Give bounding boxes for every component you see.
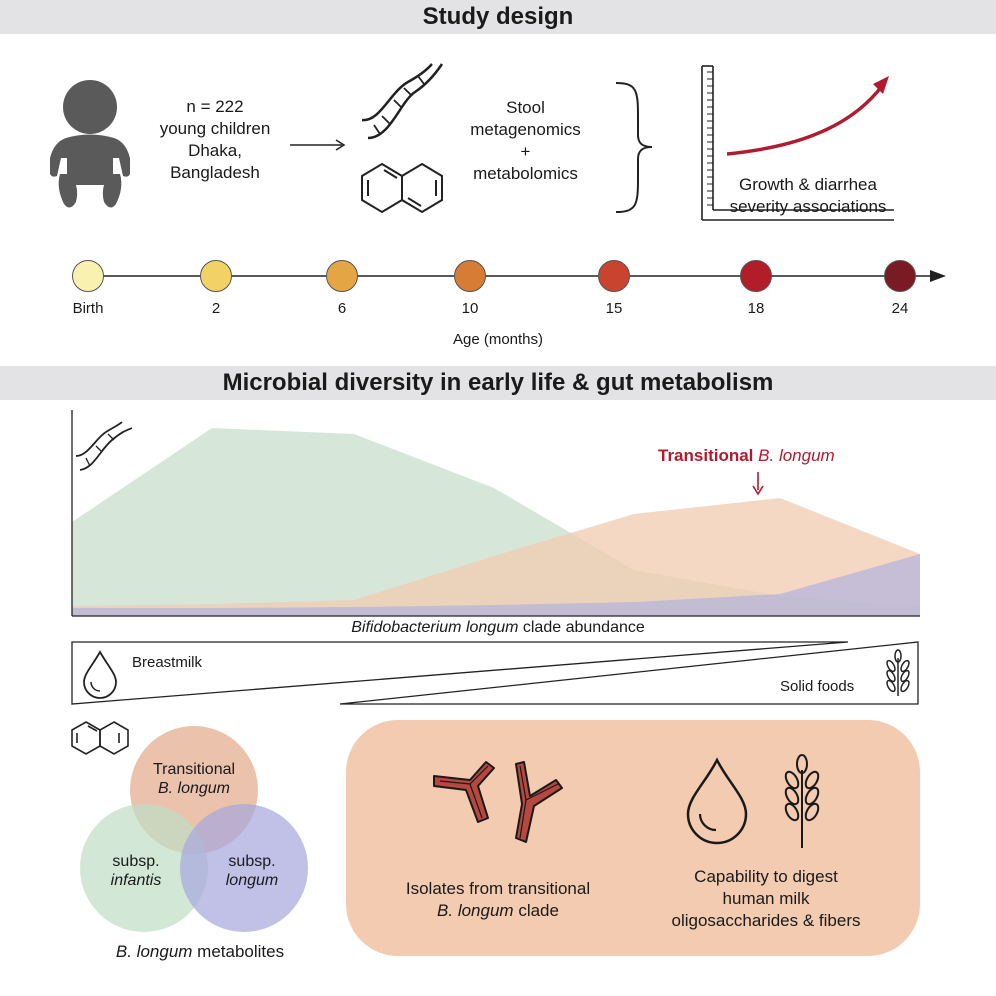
methods-description: Stool metagenomics + metabolomics xyxy=(458,97,593,185)
wheat-small-icon xyxy=(886,649,910,696)
infantis-area xyxy=(72,428,920,616)
timeline-point xyxy=(72,260,104,292)
venn-infantis-line-2: infantis xyxy=(110,872,162,889)
venn-transitional-line-1: Transitional xyxy=(152,761,236,778)
isolates-line-2: B. longum clade xyxy=(378,900,618,922)
venn-longum-line-1: subsp. xyxy=(228,853,276,870)
timeline-point xyxy=(200,260,232,292)
diversity-header: Microbial diversity in early life & gut … xyxy=(0,366,996,400)
timeline-point xyxy=(326,260,358,292)
diversity-title: Microbial diversity in early life & gut … xyxy=(222,369,774,396)
venn-caption-rest: metabolites xyxy=(197,942,285,961)
breastmilk-wedge xyxy=(71,641,849,705)
venn-diagram xyxy=(71,721,308,932)
transitional-annotation-bold: Transitional xyxy=(658,446,754,465)
isolates-line-1: Isolates from transitional xyxy=(405,879,591,898)
transitional-annotation: Transitional B. longum xyxy=(658,446,835,466)
milk-drop-small-icon xyxy=(83,650,117,699)
timeline-point xyxy=(454,260,486,292)
bacteria-icon xyxy=(433,761,563,843)
wheat-icon xyxy=(784,754,820,848)
cohort-line-1: n = 222 xyxy=(186,97,244,116)
solid-foods-label: Solid foods xyxy=(780,678,855,695)
capability-text: Capability to digest human milk oligosac… xyxy=(646,866,886,932)
cohort-line-2: young children xyxy=(159,119,271,138)
curly-brace-icon xyxy=(615,82,653,213)
capability-line-3: oligosaccharides & fibers xyxy=(671,911,861,930)
transitional-area xyxy=(72,498,920,616)
abundance-xlabel-italic: Bifidobacterium longum xyxy=(351,619,519,636)
solid-foods-wedge xyxy=(339,641,919,705)
timeline-point xyxy=(884,260,916,292)
outcomes-line-1: Growth & diarrhea xyxy=(739,175,877,194)
cohort-line-3: Dhaka, xyxy=(188,141,242,160)
timeline-tick-label: 2 xyxy=(211,300,221,317)
timeline-tick-label: 6 xyxy=(337,300,347,317)
isolates-text: Isolates from transitional B. longum cla… xyxy=(378,878,618,922)
longum-area xyxy=(72,554,920,616)
isolates-panel xyxy=(346,720,920,956)
venn-infantis-circle xyxy=(80,804,208,932)
venn-longum-circle xyxy=(180,804,308,932)
timeline-tick-label: 15 xyxy=(605,300,623,317)
clade-abundance-chart xyxy=(71,410,920,617)
abundance-xlabel: Bifidobacterium longum clade abundance xyxy=(0,619,996,637)
outcomes-line-2: severity associations xyxy=(729,197,887,216)
timeline-tick-label: Birth xyxy=(72,300,104,317)
outcomes-description: Growth & diarrhea severity associations xyxy=(718,174,898,218)
capability-line-1: Capability to digest xyxy=(694,867,838,886)
timeline-tick-label: 18 xyxy=(747,300,765,317)
milk-drop-icon xyxy=(686,757,748,845)
transitional-annotation-italic: B. longum xyxy=(758,446,835,465)
methods-line-2: metagenomics xyxy=(470,120,581,139)
venn-transitional-line-2: B. longum xyxy=(157,780,231,797)
naphthalene-icon xyxy=(361,162,443,214)
venn-infantis-line-1: subsp. xyxy=(112,853,160,870)
timeline-axis-label: Age (months) xyxy=(452,331,544,348)
capability-line-2: human milk xyxy=(722,889,810,908)
timeline-tick-label: 10 xyxy=(461,300,479,317)
venn-infantis-label: subsp. infantis xyxy=(92,852,180,890)
growth-chart-icon xyxy=(701,65,894,221)
baby-icon xyxy=(50,80,130,208)
breastmilk-label: Breastmilk xyxy=(132,654,203,671)
methods-line-1: Stool xyxy=(506,98,545,117)
methods-line-4: metabolomics xyxy=(473,164,578,183)
naphthalene-small-icon xyxy=(71,721,129,755)
isolates-line-2-italic: B. longum xyxy=(437,901,514,920)
methods-line-3: + xyxy=(520,142,531,161)
cohort-description: n = 222 young children Dhaka, Bangladesh xyxy=(150,96,280,184)
timeline-point xyxy=(740,260,772,292)
timeline-point xyxy=(598,260,630,292)
venn-caption-italic: B. longum xyxy=(115,942,193,961)
venn-longum-line-2: longum xyxy=(225,872,279,889)
venn-longum-label: subsp. longum xyxy=(208,852,296,890)
isolates-line-2-rest: clade xyxy=(518,901,559,920)
arrow-right-icon xyxy=(290,139,346,151)
study-design-title: Study design xyxy=(422,3,574,30)
venn-caption: B. longum metabolites xyxy=(70,942,330,962)
cohort-line-4: Bangladesh xyxy=(170,163,260,182)
diet-wedges xyxy=(71,641,919,705)
dna-small-icon xyxy=(75,421,133,471)
dna-icon xyxy=(361,63,444,140)
timeline-tick-label: 24 xyxy=(891,300,909,317)
abundance-xlabel-rest: clade abundance xyxy=(522,619,645,636)
venn-transitional-label: Transitional B. longum xyxy=(134,760,254,798)
study-design-header: Study design xyxy=(0,0,996,34)
